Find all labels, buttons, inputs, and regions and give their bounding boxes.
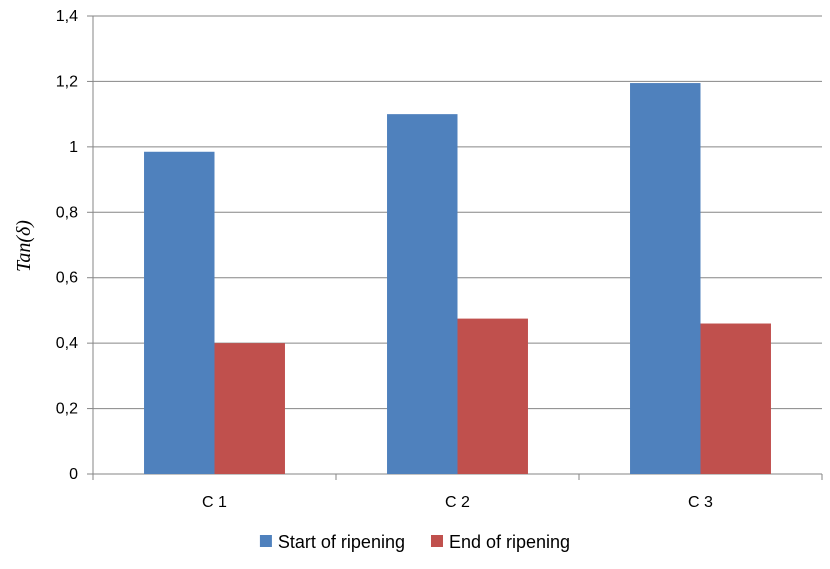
legend-item: Start of ripening bbox=[259, 532, 405, 552]
bar-start-3 bbox=[630, 83, 701, 475]
bar-end-2 bbox=[457, 318, 528, 474]
x-tick-labels: C 1 C 2 C 3 bbox=[202, 494, 713, 511]
legend-label: Start of ripening bbox=[278, 532, 405, 552]
bars bbox=[144, 83, 771, 475]
x-tick-label: C 3 bbox=[688, 494, 713, 511]
y-axis-label: Tan(δ) bbox=[13, 220, 35, 272]
legend-swatch bbox=[430, 535, 443, 547]
bar-end-1 bbox=[214, 343, 285, 474]
bar-start-2 bbox=[387, 114, 458, 475]
legend-label: End of ripening bbox=[449, 532, 570, 552]
y-tick-label: 0,6 bbox=[56, 270, 78, 287]
legend-swatch bbox=[259, 535, 272, 547]
y-tick-label: 1 bbox=[69, 139, 78, 156]
x-tick-label: C 1 bbox=[202, 494, 227, 511]
y-tick-label: 1,2 bbox=[56, 73, 78, 90]
y-tick-label: 0,8 bbox=[56, 204, 78, 221]
x-tick-label: C 2 bbox=[445, 494, 470, 511]
bar-end-3 bbox=[700, 323, 771, 474]
legend: Start of ripening End of ripening bbox=[259, 532, 570, 552]
bar-start-1 bbox=[144, 151, 215, 474]
y-tick-label: 0,4 bbox=[56, 335, 78, 352]
y-tick-labels: 0 0,2 0,4 0,6 0,8 1 1,2 1,4 bbox=[56, 8, 78, 483]
legend-item: End of ripening bbox=[430, 532, 570, 552]
y-tick-label: 0,2 bbox=[56, 401, 78, 418]
y-tick-label: 1,4 bbox=[56, 8, 78, 25]
y-tick-label: 0 bbox=[69, 466, 78, 483]
